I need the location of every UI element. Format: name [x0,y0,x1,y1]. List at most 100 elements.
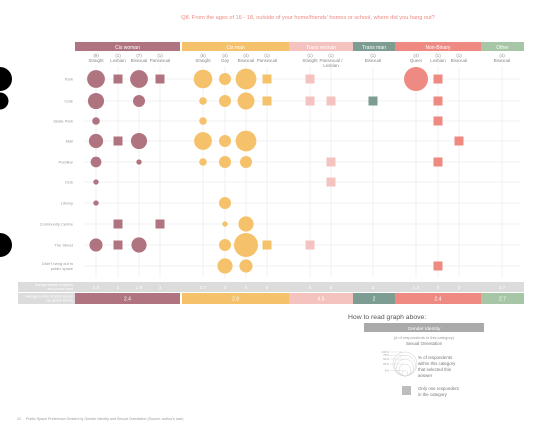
summary-value: 2.4 [435,297,442,303]
bubble [199,117,207,125]
bubbles [0,67,464,274]
summary-bar-cis-man [182,293,289,304]
bubble [130,70,148,88]
column-label: Bisexual [365,58,382,63]
summary-value: 3 [224,285,227,290]
bubble [90,156,102,168]
bubble [199,97,207,105]
summary-value: 3 [159,285,162,290]
bubble [235,130,257,152]
column-count: (4) [499,53,505,58]
column-count: (1) [157,53,163,58]
column-count: (1) [370,53,376,58]
summary-bar-cis-woman [75,293,180,304]
legend-scale-label: 5% [385,369,390,373]
bubble [194,132,212,150]
column-label: Straight [195,58,211,63]
summary-value: 2.0 [93,285,100,290]
single-respondent-marker [433,157,443,167]
row-label: Skate Park [53,119,73,124]
bubble [0,92,9,110]
bubble [219,239,231,251]
legend-scale-circle [396,358,414,377]
single-respondent-marker [326,157,336,167]
column-count: (4) [413,53,419,58]
legend-scale-label: 75% [383,353,389,357]
column-count: (4) [243,53,249,58]
row-label: Mall [66,139,73,144]
summary-value: 3 [437,285,440,290]
bubble [92,117,100,125]
group-header-cis-woman [75,42,180,51]
summary-value: 2.4 [124,297,131,303]
single-respondent-marker [433,74,443,84]
summary-value: 2 [372,285,375,290]
single-respondent-marker [113,136,123,146]
group-header-label: Cis man [226,45,245,51]
row-label: The Street [54,243,74,248]
single-respondent-marker [113,219,123,229]
bubble [222,221,228,227]
column-label: Pansexual [150,58,171,63]
legend-scale: 100%75%50%25% 5% [381,350,418,377]
summary-value: 4 [245,285,248,290]
group-header-trans-woman [289,42,353,51]
summary-value: 4.5 [318,297,325,303]
column-count: (1) [115,53,121,58]
summary-value: 1.9 [136,285,143,290]
summary-label: per gender identity [47,299,74,303]
bubble [219,156,231,168]
bubble [88,133,104,149]
summary-value: 2 [373,297,376,303]
bubble [87,70,105,88]
bubble [87,92,105,110]
legend-scale-label: 100% [381,350,389,354]
single-respondent-marker [113,74,123,84]
row-label: Didn’t hang out in [42,261,73,266]
legend-circle-text: % of respondents within this category th… [418,355,457,378]
summary-bar-other [481,293,524,304]
column-labels: (9)Straight(1)Lesbian(7)Bisexual(1)Panse… [88,53,510,68]
row-label: Cafe [65,99,74,104]
single-respondent-marker [155,219,165,229]
summary-bar-non-binary [395,293,481,304]
group-header-label: Trans woman [306,45,336,51]
group-headers: Cis woman Cis man Trans woman Trans man Non-… [75,42,524,51]
column-count: (1) [328,53,334,58]
bubble [89,238,103,252]
single-respondent-marker [305,240,315,250]
single-respondent-marker [305,74,315,84]
group-header-label: Trans man [362,45,386,51]
bubble [199,158,207,166]
single-respondent-marker [433,116,443,126]
summary-value: 3 [458,285,461,290]
group-header-cis-man [182,42,289,51]
column-label: Pansexual / [320,58,344,63]
row-label: Community Centre [40,222,74,227]
group-header-label: Other [496,45,509,51]
summary-value: 1.3 [413,285,420,290]
single-respondent-marker [368,96,378,106]
bubble [237,92,255,110]
row-label: public space [51,266,74,271]
row-label: Park [65,77,73,82]
summary-label: each person used [48,287,74,291]
bubble [0,233,12,257]
single-respondent-marker [326,96,336,106]
single-respondent-marker [262,240,272,250]
legend-scale-circle [394,354,416,377]
single-respondent-marker [326,177,336,187]
summary-label: Average number of spaces [35,283,73,287]
column-label: Lesbian [323,63,339,68]
column-count: (7) [136,53,142,58]
column-count: (1) [456,53,462,58]
bubble [217,258,233,274]
summary-value: 4 [309,285,312,290]
summary-band-gender [18,293,75,304]
bubble [193,69,213,89]
summary-bar-trans-woman [289,293,353,304]
legend-respondents-note: (# of respondents in this category) [394,335,455,340]
summary-value: 5 [330,285,333,290]
single-respondent-marker [305,96,315,106]
